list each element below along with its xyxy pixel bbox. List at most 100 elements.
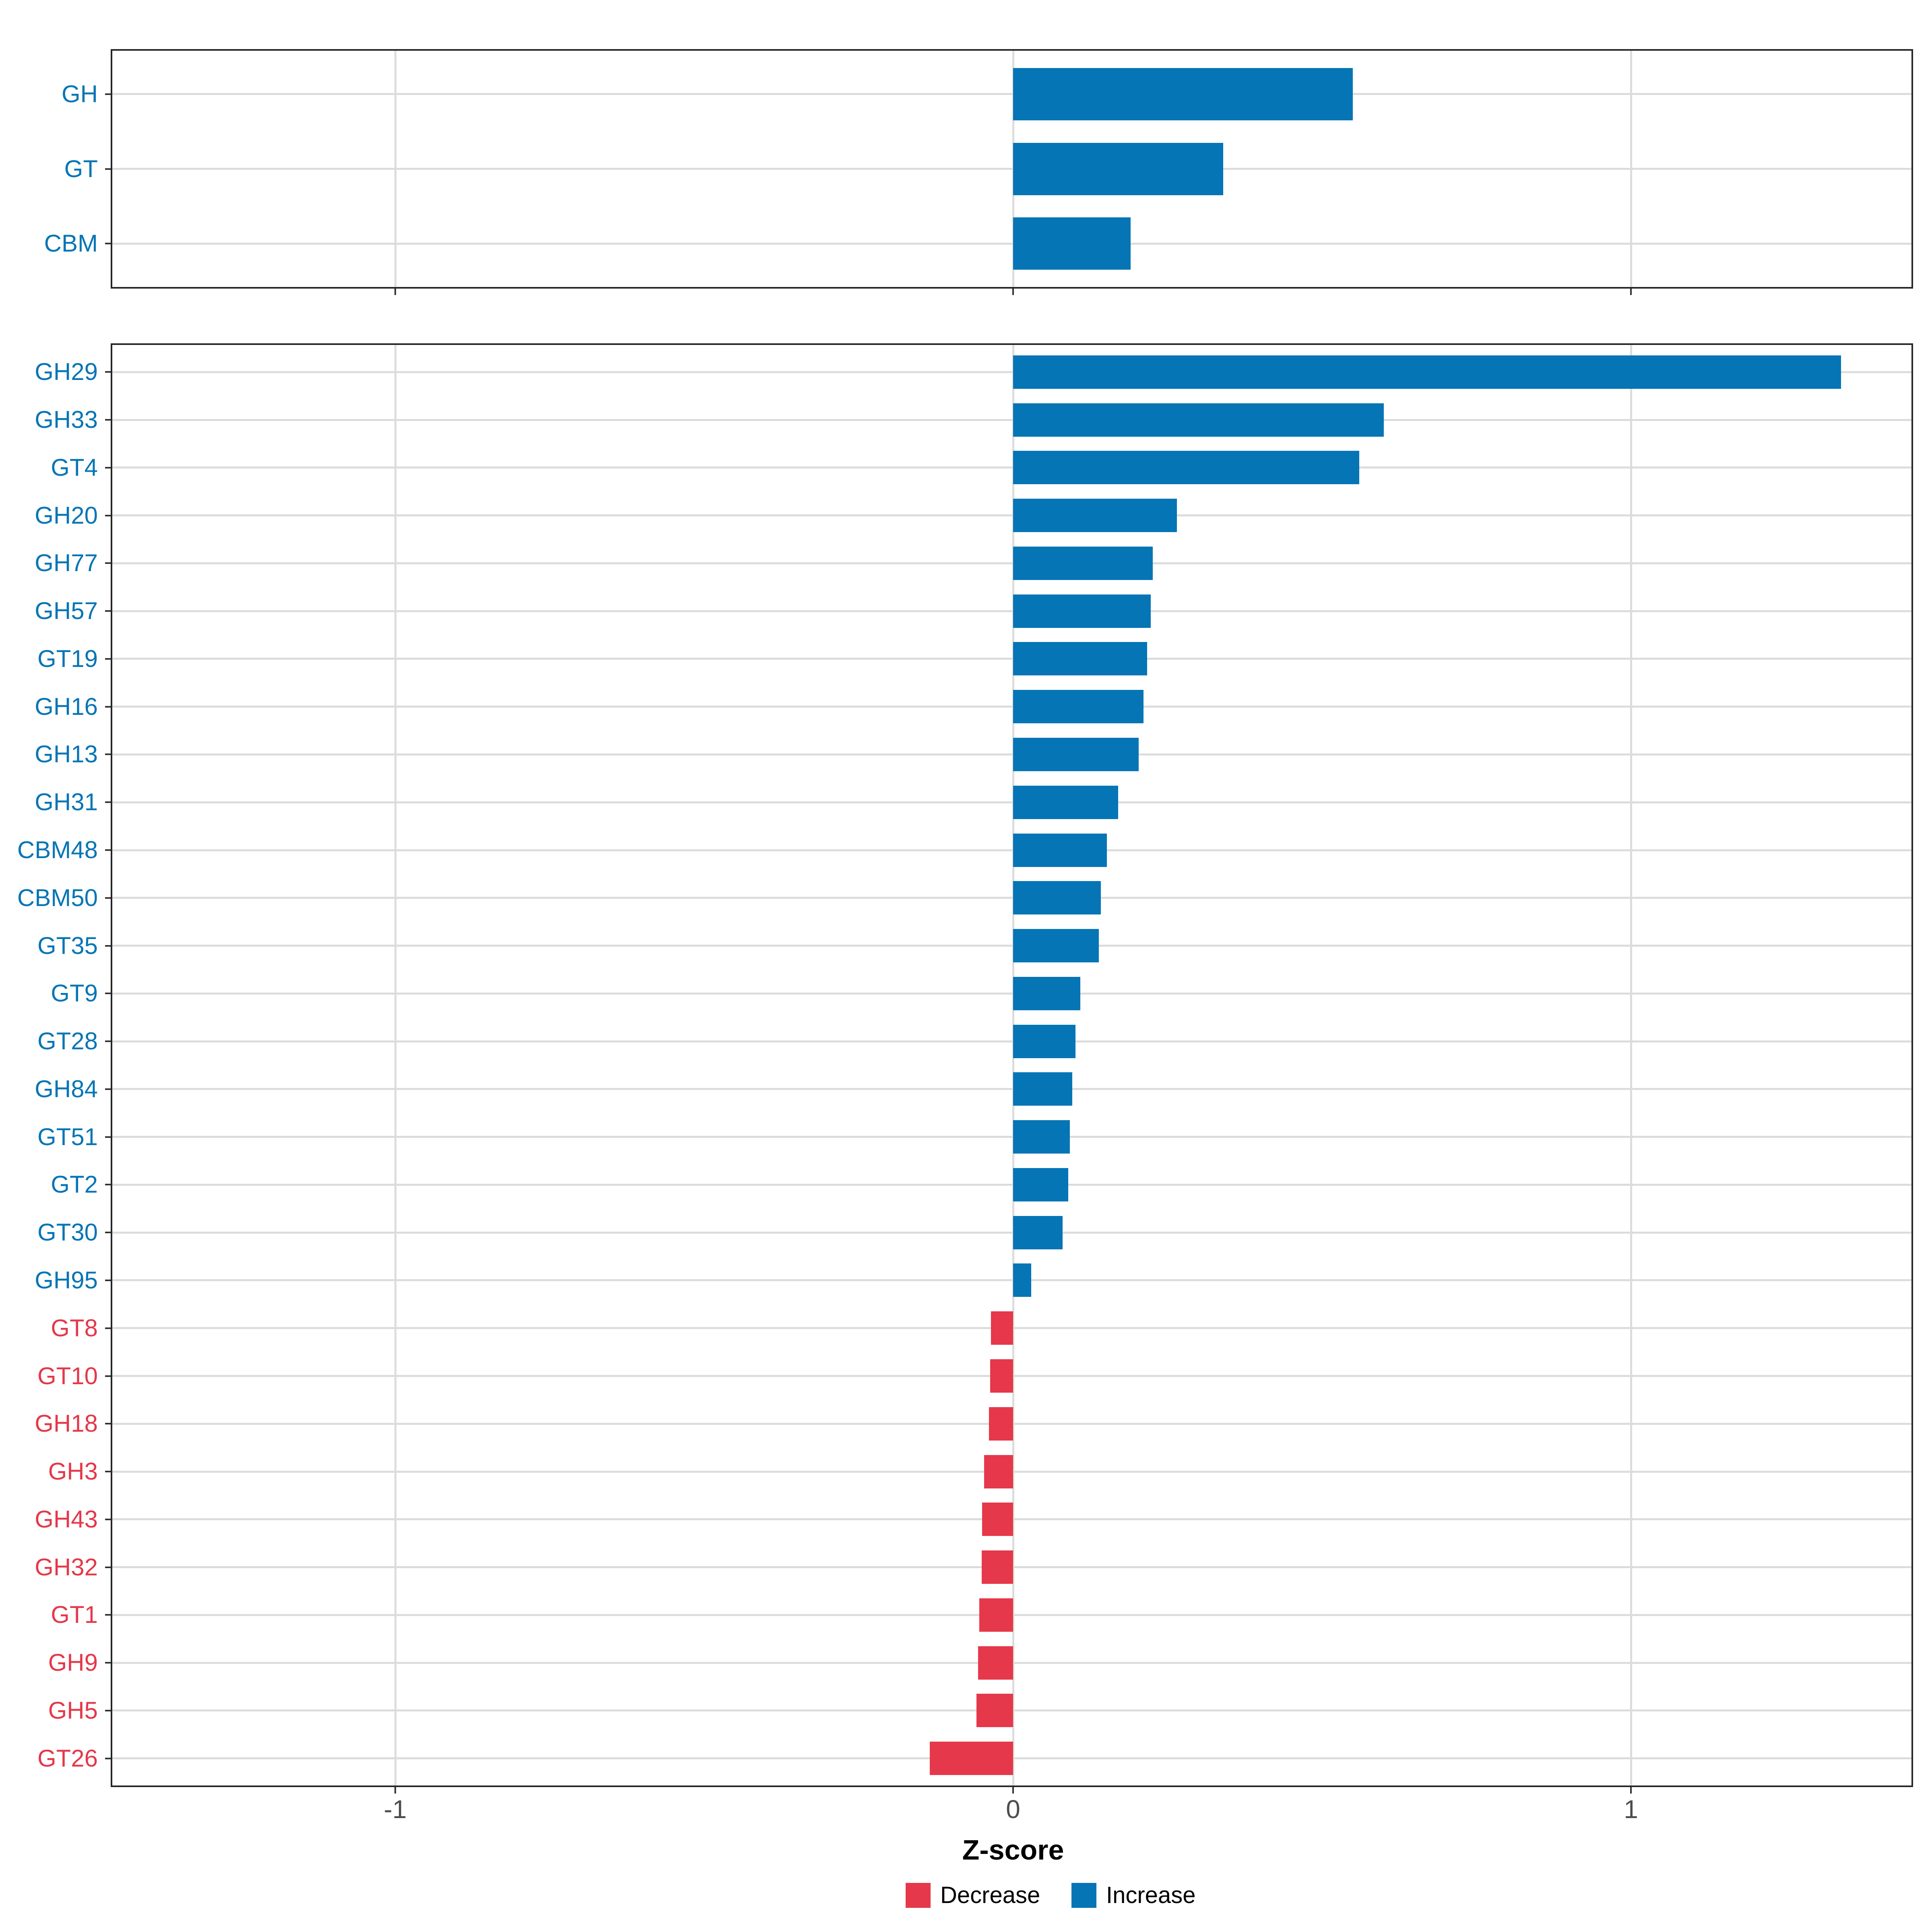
category-label-GH29: GH29 xyxy=(35,358,98,386)
category-label-GT2: GT2 xyxy=(51,1171,98,1198)
category-label-GH43: GH43 xyxy=(35,1505,98,1533)
y-axis-tick xyxy=(105,1471,111,1473)
bar-GH84 xyxy=(1013,1072,1073,1106)
x-axis-title: Z-score xyxy=(962,1834,1064,1866)
y-gridline xyxy=(111,801,1913,803)
category-label-GH16: GH16 xyxy=(35,693,98,720)
bar-GT4 xyxy=(1013,451,1359,485)
y-axis-tick xyxy=(105,1423,111,1425)
y-axis-tick xyxy=(105,1375,111,1377)
bar-GH13 xyxy=(1013,737,1139,771)
y-axis-tick xyxy=(105,1279,111,1281)
bar-GT2 xyxy=(1013,1168,1068,1201)
y-axis-tick xyxy=(105,93,111,95)
category-label-GH9: GH9 xyxy=(48,1649,98,1676)
x-tick-label: 0 xyxy=(1006,1795,1020,1824)
category-label-GH3: GH3 xyxy=(48,1458,98,1485)
bar-CBM48 xyxy=(1013,833,1107,867)
bar-GT9 xyxy=(1013,976,1081,1010)
x-axis-tick xyxy=(394,1787,396,1794)
x-axis-tick xyxy=(1012,1787,1014,1794)
y-axis-tick xyxy=(105,706,111,708)
y-gridline xyxy=(111,93,1913,95)
y-gridline xyxy=(111,945,1913,947)
category-label-GH84: GH84 xyxy=(35,1075,98,1102)
y-axis-tick xyxy=(105,1566,111,1568)
bar-GT30 xyxy=(1013,1216,1063,1249)
category-label-GT4: GT4 xyxy=(51,454,98,481)
y-axis-tick xyxy=(105,466,111,469)
y-gridline xyxy=(111,419,1913,421)
category-label-GT1: GT1 xyxy=(51,1601,98,1629)
category-label-GH77: GH77 xyxy=(35,549,98,577)
y-axis-tick xyxy=(105,419,111,421)
bar-GT35 xyxy=(1013,929,1099,963)
bar-GH31 xyxy=(1013,785,1118,819)
category-label-GT30: GT30 xyxy=(37,1219,98,1246)
category-label-GH33: GH33 xyxy=(35,406,98,433)
y-gridline xyxy=(111,371,1913,373)
category-label-GH: GH xyxy=(62,80,98,107)
category-label-GH57: GH57 xyxy=(35,597,98,625)
bar-GT1 xyxy=(979,1598,1013,1632)
y-axis-tick xyxy=(105,1709,111,1711)
y-axis-tick xyxy=(105,897,111,899)
category-label-GH95: GH95 xyxy=(35,1266,98,1294)
bar-GT51 xyxy=(1013,1120,1070,1154)
y-axis-tick xyxy=(105,1136,111,1138)
category-label-GT28: GT28 xyxy=(37,1028,98,1055)
y-gridline xyxy=(111,992,1913,995)
x-axis-tick xyxy=(1630,289,1632,295)
y-gridline xyxy=(111,1279,1913,1282)
bar-GH3 xyxy=(984,1455,1013,1488)
y-axis-tick xyxy=(105,753,111,755)
y-axis-tick xyxy=(105,1088,111,1090)
y-axis-tick xyxy=(105,1662,111,1664)
y-axis-tick xyxy=(105,610,111,612)
bar-GH32 xyxy=(981,1550,1013,1584)
y-gridline xyxy=(111,753,1913,755)
bar-GT28 xyxy=(1013,1024,1076,1058)
y-axis-tick xyxy=(105,168,111,170)
bar-GH9 xyxy=(978,1646,1013,1680)
y-gridline xyxy=(111,168,1913,170)
y-gridline xyxy=(111,1231,1913,1234)
y-gridline xyxy=(111,849,1913,851)
x-tick-label: -1 xyxy=(384,1795,407,1824)
y-axis-tick xyxy=(105,1757,111,1759)
y-gridline xyxy=(111,466,1913,469)
x-axis-tick xyxy=(394,289,396,295)
y-gridline xyxy=(111,1040,1913,1042)
bar-GH77 xyxy=(1013,546,1153,580)
x-gridline xyxy=(394,343,396,1787)
y-gridline xyxy=(111,562,1913,564)
legend-key-decrease-swatch xyxy=(906,1883,931,1908)
y-axis-tick xyxy=(105,1518,111,1520)
category-label-GT: GT xyxy=(64,155,98,182)
y-axis-tick xyxy=(105,562,111,564)
bar-GH95 xyxy=(1013,1263,1031,1297)
y-axis-tick xyxy=(105,243,111,245)
category-label-GT35: GT35 xyxy=(37,932,98,959)
panel-cazyme-families xyxy=(111,343,1913,1787)
bar-GH18 xyxy=(989,1407,1013,1441)
y-gridline xyxy=(111,610,1913,612)
category-label-GH5: GH5 xyxy=(48,1697,98,1724)
category-label-GH20: GH20 xyxy=(35,502,98,529)
y-gridline xyxy=(111,706,1913,708)
bar-GH20 xyxy=(1013,499,1177,533)
y-axis-tick xyxy=(105,945,111,947)
category-label-GT51: GT51 xyxy=(37,1123,98,1150)
y-axis-tick xyxy=(105,1232,111,1234)
bar-GH xyxy=(1013,68,1353,120)
category-label-CBM50: CBM50 xyxy=(17,884,98,911)
category-label-GT19: GT19 xyxy=(37,645,98,672)
x-axis-tick xyxy=(1630,1787,1632,1794)
bar-GT8 xyxy=(991,1311,1013,1345)
bar-GH57 xyxy=(1013,594,1151,628)
bar-CBM xyxy=(1013,217,1131,270)
category-label-GH18: GH18 xyxy=(35,1410,98,1437)
y-axis-tick xyxy=(105,514,111,516)
bar-GT xyxy=(1013,142,1223,195)
